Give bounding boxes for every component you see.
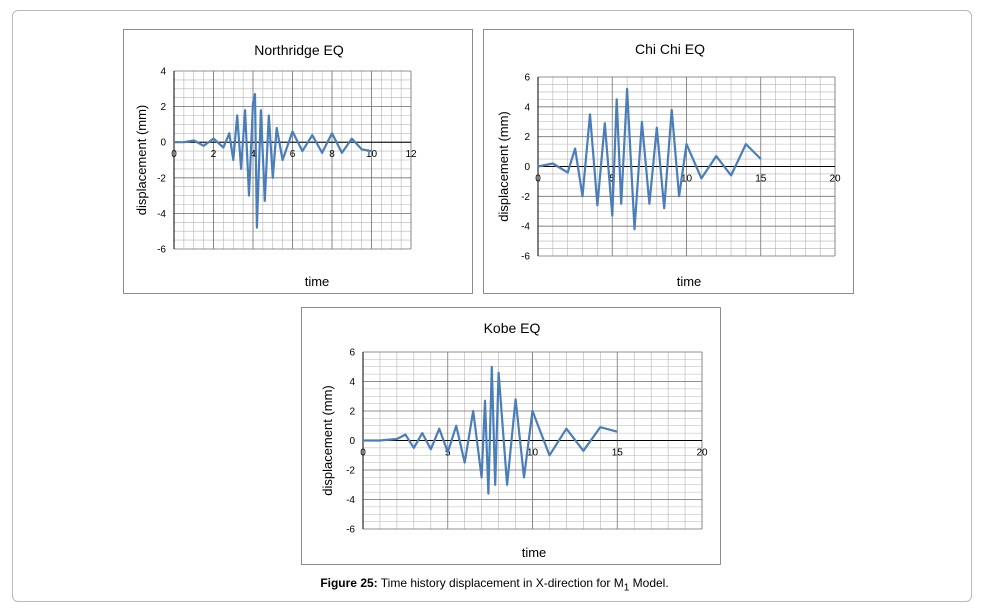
y-tick-label: -2 [521, 192, 530, 203]
chart-title: Kobe EQ [484, 320, 541, 336]
y-tick-label: 6 [349, 348, 355, 359]
y-tick-label: -6 [157, 245, 166, 256]
x-axis-label: time [677, 274, 702, 289]
y-tick-label: -4 [157, 209, 166, 220]
figure-frame [12, 10, 972, 602]
series-line-chichi [537, 87, 762, 231]
x-axis-label: time [522, 545, 547, 560]
y-tick-label: -6 [521, 252, 530, 263]
chart-panel-chichi: -6 -4 -2 0 2 4 6 0 5 10 15 20 Chi Chi EQ time displace… [483, 29, 854, 294]
x-axis-label: time [305, 274, 330, 289]
x-tick-label: 6 [290, 149, 296, 160]
x-tick-label: 8 [329, 149, 335, 160]
y-tick-label: -6 [346, 525, 355, 536]
y-tick-label: -4 [346, 495, 355, 506]
y-tick-label: 2 [349, 407, 355, 418]
x-tick-label: 10 [527, 448, 539, 459]
y-tick-label: 2 [160, 102, 166, 113]
x-tick-label: 15 [755, 174, 767, 185]
caption-text-after: Model. [629, 576, 669, 590]
y-tick-label: 4 [160, 67, 166, 78]
chart-title: Northridge EQ [254, 42, 344, 58]
figure-caption: Figure 25: Time history displacement in … [0, 576, 989, 593]
chart-northridge: -6 -4 -2 0 2 4 0 2 4 6 8 10 12 Northridge EQ time displ… [134, 42, 417, 289]
y-tick-label: 0 [349, 436, 355, 447]
y-tick-label: -2 [157, 173, 166, 184]
x-tick-label: 0 [360, 448, 366, 459]
y-tick-label: 4 [349, 377, 355, 388]
x-tick-label: 12 [405, 149, 417, 160]
x-tick-label: 10 [366, 149, 378, 160]
y-tick-label: 0 [524, 162, 530, 173]
x-tick-label: 20 [829, 174, 841, 185]
x-tick-label: 0 [535, 174, 541, 185]
x-tick-label: 4 [250, 149, 256, 160]
y-axis-label: displacement (mm) [134, 105, 149, 216]
y-axis-label: displacement (mm) [496, 111, 511, 222]
x-tick-label: 20 [696, 448, 708, 459]
x-tick-label: 0 [171, 149, 177, 160]
caption-label: Figure 25: [320, 576, 378, 590]
chart-panel-northridge: -6 -4 -2 0 2 4 0 2 4 6 8 10 12 Northridge EQ time displ… [123, 29, 473, 294]
series-line-northridge [174, 92, 372, 229]
y-tick-label: -2 [346, 466, 355, 477]
chart-panel-kobe: -6 -4 -2 0 2 4 6 0 5 10 15 20 Kobe EQ time displacemen… [301, 307, 721, 565]
y-tick-label: -4 [521, 222, 530, 233]
x-tick-label: 15 [612, 448, 624, 459]
caption-subscript: 1 [623, 582, 630, 594]
chart-title: Chi Chi EQ [635, 41, 705, 57]
x-tick-label: 2 [211, 149, 217, 160]
x-tick-label: 10 [681, 174, 693, 185]
y-tick-label: 2 [524, 132, 530, 143]
y-axis-label: displacement (mm) [320, 385, 335, 496]
y-tick-label: 4 [524, 102, 530, 113]
x-tick-label: 5 [609, 174, 615, 185]
chart-chichi: -6 -4 -2 0 2 4 6 0 5 10 15 20 Chi Chi EQ time displace… [496, 41, 841, 289]
y-tick-label: 0 [160, 138, 166, 149]
caption-text-before: Time history displacement in X-direction… [377, 576, 624, 590]
series-line-kobe [363, 365, 618, 495]
y-tick-label: 6 [524, 73, 530, 84]
